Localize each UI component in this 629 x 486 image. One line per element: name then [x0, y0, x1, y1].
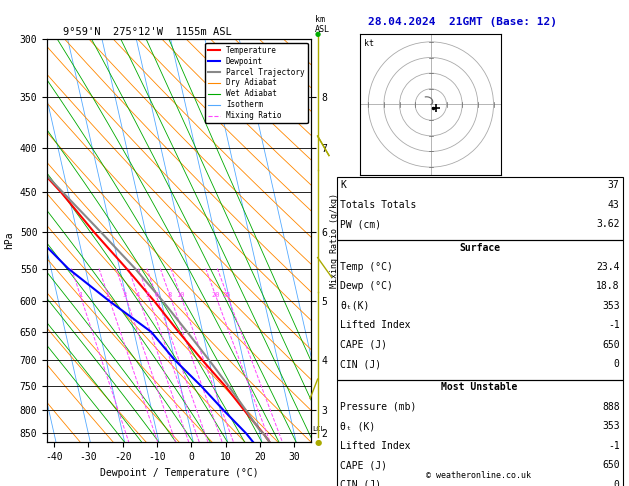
- X-axis label: Dewpoint / Temperature (°C): Dewpoint / Temperature (°C): [100, 468, 259, 478]
- Text: 0: 0: [614, 480, 620, 486]
- Text: 37: 37: [608, 180, 620, 191]
- Text: Lifted Index: Lifted Index: [340, 441, 411, 451]
- Text: 18.8: 18.8: [596, 281, 620, 292]
- Text: Most Unstable: Most Unstable: [442, 382, 518, 393]
- Text: -1: -1: [608, 320, 620, 330]
- Text: kt: kt: [364, 39, 374, 48]
- Text: 5: 5: [146, 292, 150, 298]
- Text: 650: 650: [602, 340, 620, 350]
- Text: © weatheronline.co.uk: © weatheronline.co.uk: [426, 471, 530, 480]
- Text: θₜ (K): θₜ (K): [340, 421, 376, 432]
- Text: CAPE (J): CAPE (J): [340, 460, 387, 470]
- Text: Totals Totals: Totals Totals: [340, 200, 416, 210]
- Text: 23.4: 23.4: [596, 262, 620, 272]
- Text: 3: 3: [123, 292, 127, 298]
- Text: Temp (°C): Temp (°C): [340, 262, 393, 272]
- Text: CIN (J): CIN (J): [340, 359, 381, 369]
- Text: CIN (J): CIN (J): [340, 480, 381, 486]
- Text: km
ASL: km ASL: [314, 15, 330, 34]
- Text: 3.62: 3.62: [596, 219, 620, 229]
- Text: 43: 43: [608, 200, 620, 210]
- Text: 8: 8: [167, 292, 172, 298]
- Y-axis label: Mixing Ratio (g/kg): Mixing Ratio (g/kg): [330, 193, 339, 288]
- Y-axis label: hPa: hPa: [4, 232, 14, 249]
- Text: 650: 650: [602, 460, 620, 470]
- Text: θₜ(K): θₜ(K): [340, 301, 370, 311]
- Text: 20: 20: [211, 292, 220, 298]
- Text: -1: -1: [608, 441, 620, 451]
- Text: Pressure (mb): Pressure (mb): [340, 402, 416, 412]
- Text: ●: ●: [314, 31, 321, 37]
- Legend: Temperature, Dewpoint, Parcel Trajectory, Dry Adiabat, Wet Adiabat, Isotherm, Mi: Temperature, Dewpoint, Parcel Trajectory…: [205, 43, 308, 123]
- Text: K: K: [340, 180, 346, 191]
- Text: 2: 2: [106, 292, 110, 298]
- Text: Dewp (°C): Dewp (°C): [340, 281, 393, 292]
- Text: ●: ●: [314, 438, 321, 447]
- Text: Lifted Index: Lifted Index: [340, 320, 411, 330]
- Text: 6: 6: [154, 292, 159, 298]
- Title: 9°59'N  275°12'W  1155m ASL: 9°59'N 275°12'W 1155m ASL: [63, 27, 232, 37]
- Text: LCL: LCL: [312, 426, 325, 432]
- Text: 25: 25: [223, 292, 231, 298]
- Text: 0: 0: [614, 359, 620, 369]
- Text: 353: 353: [602, 421, 620, 432]
- Text: 10: 10: [176, 292, 185, 298]
- Text: 353: 353: [602, 301, 620, 311]
- Text: Surface: Surface: [459, 243, 500, 253]
- Text: 1: 1: [78, 292, 82, 298]
- Text: 28.04.2024  21GMT (Base: 12): 28.04.2024 21GMT (Base: 12): [368, 17, 557, 27]
- Text: CAPE (J): CAPE (J): [340, 340, 387, 350]
- Text: PW (cm): PW (cm): [340, 219, 381, 229]
- Text: 888: 888: [602, 402, 620, 412]
- Text: 4: 4: [136, 292, 140, 298]
